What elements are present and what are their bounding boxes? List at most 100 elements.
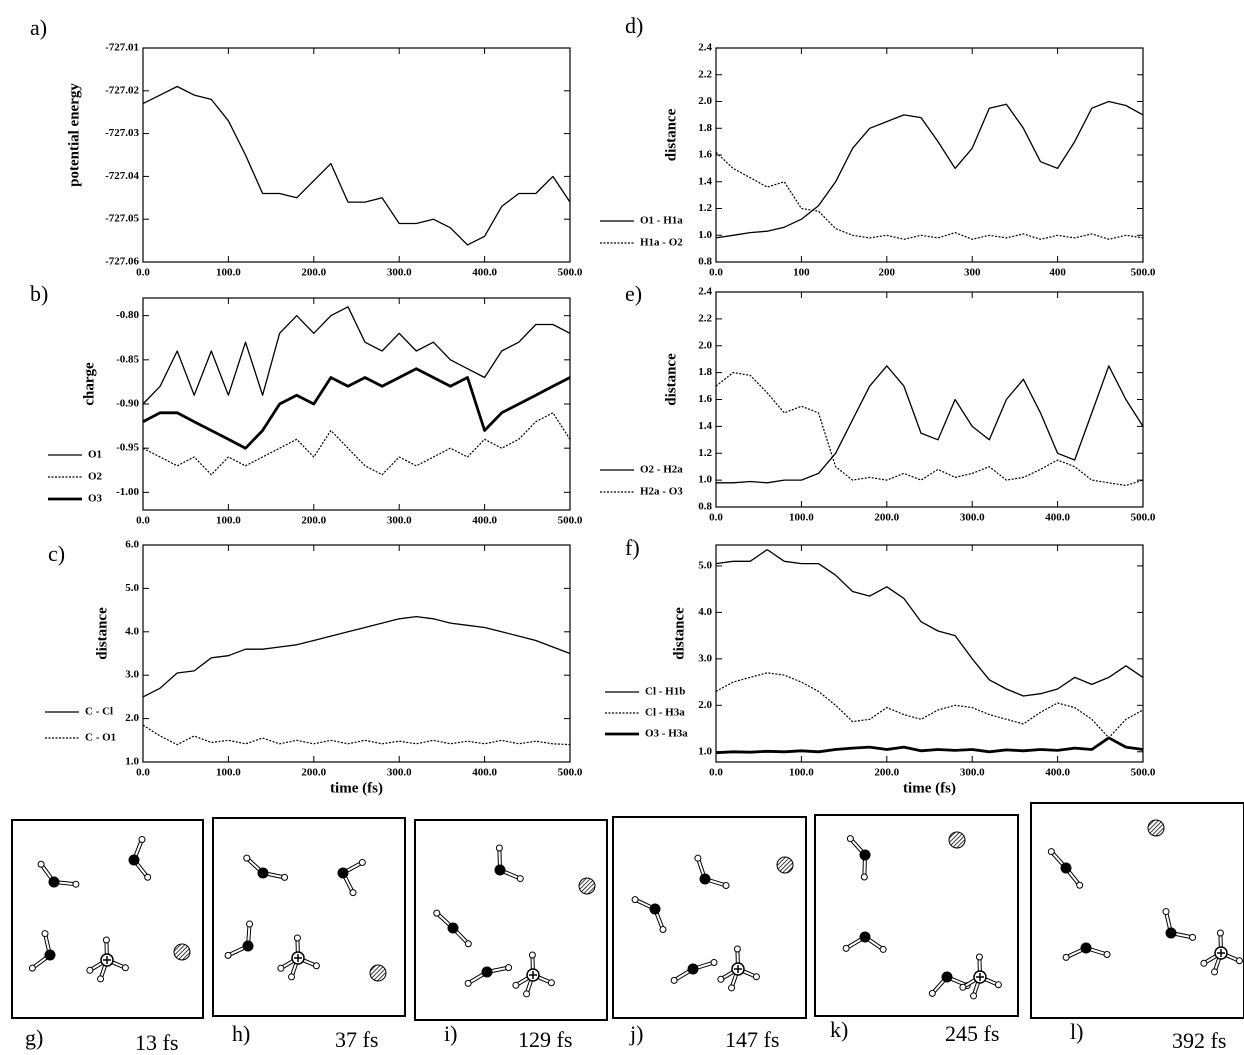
hydrogen [659,926,667,934]
y-tick-label: 2.2 [698,68,712,80]
x-tick-label: 400.0 [1045,512,1070,524]
y-tick-label: -0.90 [116,398,139,410]
hydrogen [433,909,441,917]
hydrogen [975,953,983,961]
y-tick-label: 4.0 [698,606,712,618]
x-tick-label: 200.0 [301,767,326,779]
chlorine [948,831,966,849]
series-line [142,724,571,746]
y-tick-label: -0.85 [116,353,139,365]
x-tick-label: 100.0 [216,767,241,779]
hydrogen [349,889,357,897]
y-tick-label: -727.02 [105,84,139,96]
hydrogen [879,945,887,953]
y-tick-label: 0.8 [698,256,712,268]
y-tick-label: 1.0 [125,756,139,768]
hydrogen [102,936,110,944]
hydrogen [312,962,320,970]
y-tick-label: 1.4 [698,420,712,432]
legend-label: O2 - H2a [640,464,683,476]
snapshot-label: k) [830,1017,848,1042]
legend-label: O3 - H3a [645,728,688,740]
hydrogen [464,979,472,987]
legend-label: O2 [88,471,103,483]
oxygen [44,949,56,961]
hydrogen [728,984,736,992]
plot-frame [142,47,571,263]
plot-frame [142,544,571,763]
oxygen [447,922,459,934]
snapshot-time: 13 fs [135,1030,178,1055]
x-tick-label: 500.0 [558,267,583,279]
carbon-cross [734,965,742,973]
x-axis-label: time (fs) [903,780,956,796]
legend-label: O1 [88,449,102,461]
x-tick-label: 0.0 [709,267,723,279]
x-tick-label: 100.0 [216,515,241,527]
x-tick-label: 500.0 [1131,767,1156,779]
hydrogen [86,966,94,974]
panel-label: a) [30,15,47,40]
snapshot-frame [212,817,406,1017]
oxygen [859,931,871,943]
y-tick-label: 6.0 [125,539,139,551]
legend-label: O1 - H1a [640,215,683,227]
y-tick-label: 1.0 [698,474,712,486]
snapshot-time: 392 fs [1172,1028,1226,1053]
x-tick-label: 200.0 [301,267,326,279]
x-tick-label: 500.0 [558,767,583,779]
y-tick-label: 1.2 [698,447,712,459]
hydrogen [1200,959,1208,967]
y-tick-label: -727.05 [105,213,139,225]
y-tick-label: -0.80 [116,309,139,321]
x-tick-label: 100.0 [789,767,814,779]
hydrogen [846,835,854,843]
x-tick-label: 400.0 [1045,767,1070,779]
plot-frame [715,291,1144,508]
hydrogen [28,964,36,972]
x-tick-label: 0.0 [136,767,150,779]
plot-frame [715,544,1144,763]
panel-label: f) [625,535,640,560]
hydrogen [631,896,639,904]
series-line [142,615,571,698]
legend-label: C - Cl [85,706,113,718]
hydrogen [37,860,45,868]
x-tick-label: 400.0 [472,267,497,279]
x-tick-label: 300.0 [387,767,412,779]
legend-label: H2a - O3 [640,486,683,498]
hydrogen [224,951,232,959]
snapshot-time: 245 fs [945,1021,999,1046]
hydrogen [528,951,536,959]
carbon-cross [103,956,111,964]
oxygen [337,867,349,879]
y-tick-label: 5.0 [698,559,712,571]
snapshot-label: l) [1070,1019,1083,1044]
x-tick-label: 300.0 [387,515,412,527]
snapshot-time: 147 fs [725,1027,779,1052]
snapshot-frame [1030,802,1244,1019]
series-line [715,672,1144,739]
chlorine [369,964,387,982]
hydrogen [246,920,254,928]
x-tick-label: 400.0 [472,515,497,527]
carbon-cross [976,973,984,981]
snapshot-frame [11,819,204,1019]
snapshot-frame [612,816,807,1019]
snapshot-time: 129 fs [518,1027,572,1052]
y-tick-label: 1.0 [698,745,712,757]
x-tick-label: 500.0 [1131,512,1156,524]
hydrogen [1062,953,1070,961]
series-line [715,100,1144,239]
legend-label: O3 [88,493,103,505]
legend-label: C - O1 [85,732,116,744]
series-line [715,548,1144,697]
y-tick-label: 4.0 [125,625,139,637]
oxygen [649,903,661,915]
oxygen [941,971,953,983]
chlorine [578,877,596,895]
snapshot-label: i) [444,1021,457,1046]
hydrogen [281,873,289,881]
y-tick-label: 1.4 [698,175,712,187]
hydrogen [1211,968,1219,976]
